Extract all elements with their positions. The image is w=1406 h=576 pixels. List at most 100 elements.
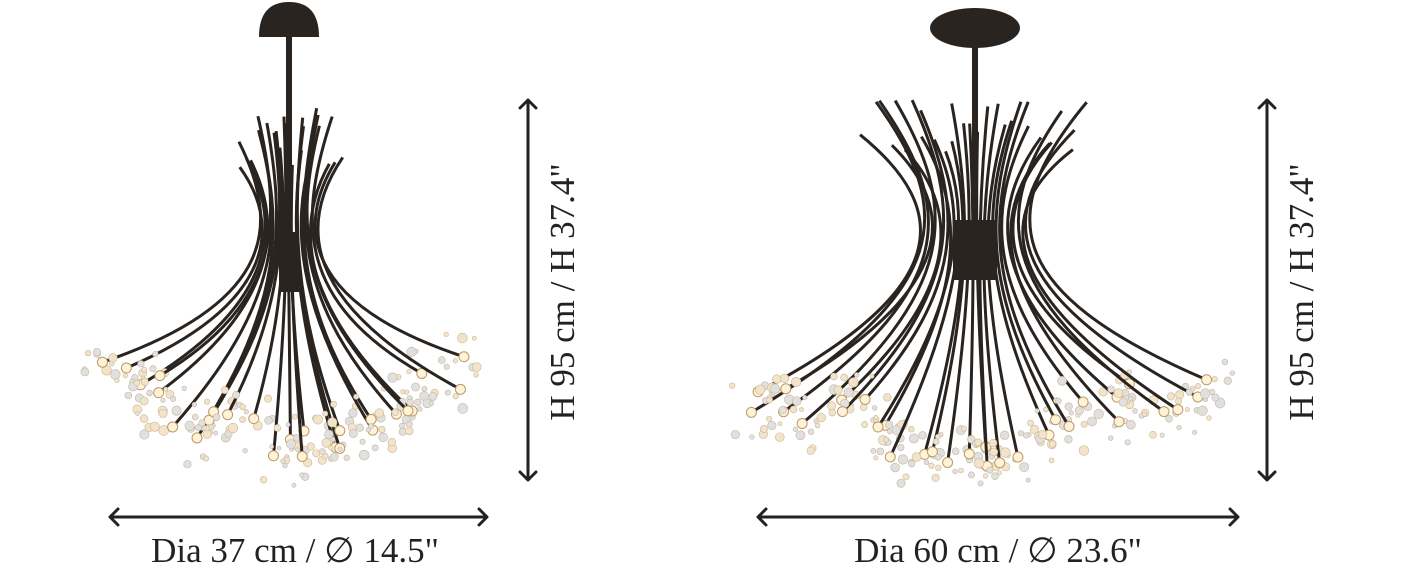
crystal — [869, 373, 875, 379]
crystal — [202, 429, 212, 439]
crystal — [329, 452, 339, 462]
crystal — [1141, 411, 1148, 417]
crystal — [1189, 385, 1196, 392]
crystal — [968, 471, 975, 479]
crystal — [374, 408, 385, 418]
crystal — [318, 448, 326, 456]
stem — [1021, 148, 1179, 411]
crystal — [1107, 435, 1114, 441]
crystal — [158, 425, 169, 436]
bulb — [859, 393, 871, 405]
crystal — [854, 372, 860, 378]
crystal — [457, 332, 468, 344]
crystal — [264, 416, 273, 425]
crystal — [443, 331, 449, 337]
crystal — [404, 389, 410, 395]
crystal — [1149, 431, 1157, 439]
crystal — [269, 444, 274, 449]
crystal — [437, 356, 446, 364]
crystal — [239, 416, 246, 423]
crystal — [183, 460, 192, 469]
stem — [998, 101, 1071, 428]
crystal — [1159, 432, 1165, 438]
crystal — [170, 395, 177, 402]
crystal — [181, 385, 187, 391]
stem — [304, 114, 398, 416]
crystal — [353, 393, 360, 400]
crystal — [443, 363, 450, 370]
crystal — [1113, 388, 1124, 398]
crystal — [387, 372, 398, 383]
crystal — [343, 454, 350, 461]
width-arrow — [756, 507, 1240, 527]
crystal — [873, 455, 879, 461]
crystal — [1118, 397, 1128, 407]
crystal — [387, 437, 397, 447]
stem — [271, 116, 288, 456]
crystal — [890, 462, 900, 473]
stem — [982, 103, 1002, 463]
crystal — [902, 473, 910, 481]
crystal — [405, 420, 413, 428]
crystal — [982, 473, 989, 479]
stem — [1016, 110, 1165, 413]
stem — [1006, 136, 1118, 399]
crystal — [1023, 432, 1030, 439]
crystal — [883, 393, 892, 402]
crystal — [122, 373, 128, 379]
crystal — [1034, 408, 1040, 414]
crystal — [146, 389, 153, 397]
crystal — [306, 442, 315, 451]
crystal — [802, 395, 808, 401]
stem — [782, 99, 930, 413]
crystal — [1030, 424, 1040, 435]
crystal — [1038, 430, 1048, 439]
crystal — [951, 447, 960, 456]
crystal — [93, 348, 102, 357]
width-arrow — [108, 507, 489, 527]
crystal — [108, 353, 118, 363]
stem — [313, 161, 465, 359]
crystal — [931, 473, 940, 482]
crystal — [213, 430, 219, 436]
chandelier-illustrations — [80, 2, 1236, 488]
crystal — [452, 393, 459, 400]
height-arrow — [518, 98, 538, 482]
bulb — [942, 456, 954, 468]
stem — [285, 123, 292, 440]
bulb — [402, 405, 414, 417]
crystal — [1175, 397, 1183, 405]
stem — [884, 135, 953, 427]
crystal — [986, 466, 994, 474]
crystal — [1064, 435, 1073, 444]
crystal — [934, 453, 942, 461]
crystal — [755, 384, 766, 395]
crystal — [124, 391, 133, 400]
crystal — [779, 373, 790, 384]
crystal — [152, 350, 159, 358]
crystal — [84, 349, 92, 357]
bulb — [836, 406, 848, 418]
crystal — [1199, 388, 1211, 399]
crystal — [1211, 393, 1220, 402]
crystal — [1017, 430, 1024, 437]
bulb — [1172, 404, 1184, 416]
crystal — [139, 429, 150, 440]
crystal — [848, 377, 859, 388]
crystal — [149, 365, 157, 373]
crystal — [961, 425, 967, 432]
crystal — [406, 398, 414, 407]
crystal — [239, 403, 246, 411]
crystal — [1000, 430, 1010, 440]
crystal — [321, 438, 332, 448]
bulb — [963, 448, 975, 460]
crystal — [791, 396, 802, 406]
crystal — [328, 445, 334, 451]
stem — [991, 120, 1051, 436]
height-label: H 95 cm / H 37.4" — [1282, 163, 1321, 420]
crystal — [140, 377, 149, 386]
crystal — [830, 372, 838, 381]
crystal — [295, 447, 300, 453]
crystal — [1184, 407, 1190, 413]
